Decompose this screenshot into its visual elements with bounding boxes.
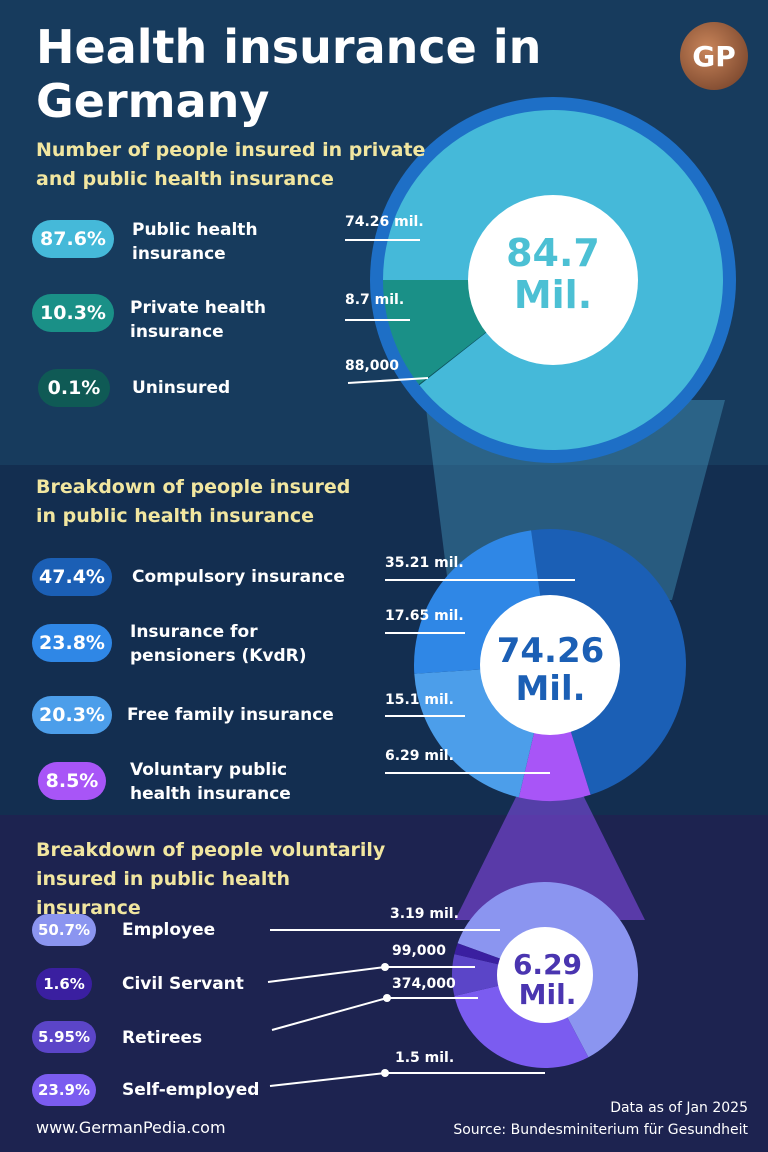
legend-label: Retirees (122, 1028, 203, 1048)
legend-pill: 8.5% (38, 762, 106, 800)
legend-label: Public health insurance (132, 220, 258, 264)
leader-line (271, 997, 478, 1031)
legend-pill: 23.9% (32, 1074, 96, 1106)
legend-pill: 87.6% (32, 220, 114, 258)
data-label: 88,000 (345, 358, 400, 374)
legend-pill: 5.95% (32, 1021, 96, 1053)
legend-label: Free family insurance (127, 705, 334, 725)
chart-2-center (480, 595, 620, 735)
leader-dot (383, 994, 391, 1002)
section-2-heading: Breakdown of people insured in public he… (36, 476, 351, 527)
chart-3-center (497, 927, 593, 1023)
data-label: 1.5 mil. (395, 1050, 455, 1066)
legend-label: Uninsured (132, 378, 231, 398)
data-label: 374,000 (392, 976, 456, 992)
chart-2-center-label: 74.26 Mil. (496, 631, 605, 709)
legend-label: Employee (122, 920, 216, 940)
legend-label: Compulsory insurance (132, 567, 345, 587)
leader-line (347, 377, 429, 384)
data-label: 6.29 mil. (385, 748, 454, 764)
data-source: Source: Bundesminiterium für Gesundheit (453, 1122, 748, 1138)
data-label: 17.65 mil. (385, 608, 464, 624)
section-1-heading: Number of people insured in private and … (36, 139, 426, 190)
data-label: 3.19 mil. (390, 906, 459, 922)
data-date: Data as of Jan 2025 (610, 1100, 748, 1116)
legend-pill: 0.1% (38, 369, 110, 407)
leader-dot (381, 1069, 389, 1077)
chart-1-center-label: 84.7 Mil. (506, 231, 600, 317)
legend-label: Voluntary public health insurance (130, 760, 291, 804)
connector-2-3 (455, 795, 645, 920)
chart-3-center-label: 6.29 Mil. (512, 948, 583, 1011)
legend-pill: 23.8% (32, 624, 112, 662)
logo: GP (680, 22, 748, 90)
data-label: 35.21 mil. (385, 555, 464, 571)
legend-pill: 1.6% (36, 968, 92, 1000)
data-label: 15.1 mil. (385, 692, 454, 708)
legend-label: Civil Servant (122, 974, 244, 994)
data-label: 8.7 mil. (345, 292, 405, 308)
legend-pill: 10.3% (32, 294, 114, 332)
legend-label: Self-employed (122, 1080, 260, 1100)
legend-pill: 50.7% (32, 914, 96, 946)
legend-label: Insurance for pensioners (KvdR) (130, 622, 307, 666)
chart-1-center (468, 195, 638, 365)
page-title: Health insurance in Germany (36, 20, 542, 128)
data-label: 99,000 (392, 943, 447, 959)
leader-line (269, 1072, 545, 1087)
data-label: 74.26 mil. (345, 214, 424, 230)
section-3-background (0, 815, 768, 1152)
section-3-heading: Breakdown of people voluntarily insured … (36, 839, 386, 919)
leader-dot (381, 963, 389, 971)
legend-pill: 47.4% (32, 558, 112, 596)
legend-label: Private health insurance (130, 298, 266, 342)
website-link[interactable]: www.GermanPedia.com (36, 1118, 226, 1137)
legend-pill: 20.3% (32, 696, 112, 734)
